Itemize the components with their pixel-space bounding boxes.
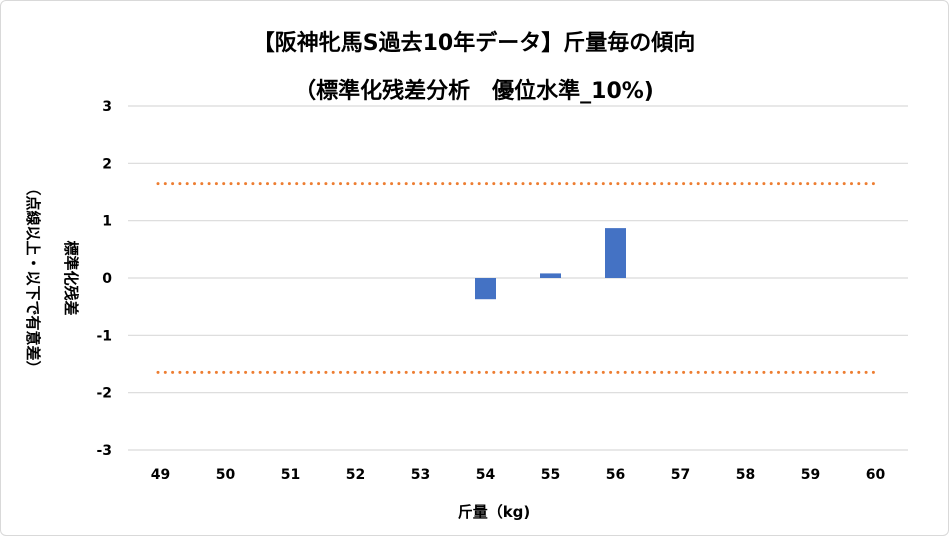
y-tick-label: -2	[96, 386, 112, 402]
y-tick-label: 0	[102, 271, 112, 287]
x-tick-label: 52	[346, 467, 365, 483]
y-axis-subtitle-group: （点線以上・以下で有意差）	[24, 180, 42, 375]
x-tick-label: 49	[151, 467, 170, 483]
y-axis-subtitle: （点線以上・以下で有意差）	[24, 180, 42, 375]
x-tick-label: 54	[476, 467, 496, 483]
x-tick-label: 56	[606, 467, 625, 483]
gridlines	[128, 105, 908, 451]
y-tick-label: -3	[96, 443, 112, 459]
x-tick-label: 59	[801, 467, 820, 483]
y-tick-label: 2	[102, 156, 112, 172]
x-tick-label: 55	[541, 467, 560, 483]
y-tick-label: 1	[102, 214, 112, 230]
x-tick-label: 58	[736, 467, 755, 483]
x-tick-labels: 49 50 51 52 53 54 55 56 57 58 59 60	[151, 467, 886, 483]
x-tick-label: 53	[411, 467, 430, 483]
chart-title-line2: （標準化残差分析 優位水準_10%)	[294, 78, 654, 104]
x-tick-label: 57	[671, 467, 690, 483]
x-axis-title: 斤量（kg)	[458, 503, 531, 521]
x-tick-label: 60	[866, 467, 886, 483]
bar-54	[475, 278, 496, 300]
threshold-lines	[156, 182, 880, 374]
chart-title-line1: 【阪神牝馬S過去10年データ】斤量毎の傾向	[253, 30, 695, 56]
x-tick-label: 51	[281, 467, 300, 483]
y-axis-title: 標準化残差	[62, 240, 80, 315]
bar-55	[540, 273, 561, 278]
bars	[475, 228, 626, 300]
y-axis-title-group: 標準化残差	[62, 240, 80, 315]
y-tick-label: -1	[96, 328, 112, 344]
bar-56	[605, 228, 626, 278]
y-tick-label: 3	[102, 99, 112, 115]
x-tick-label: 50	[216, 467, 236, 483]
y-tick-labels: 3 2 1 0 -1 -2 -3	[96, 99, 112, 459]
